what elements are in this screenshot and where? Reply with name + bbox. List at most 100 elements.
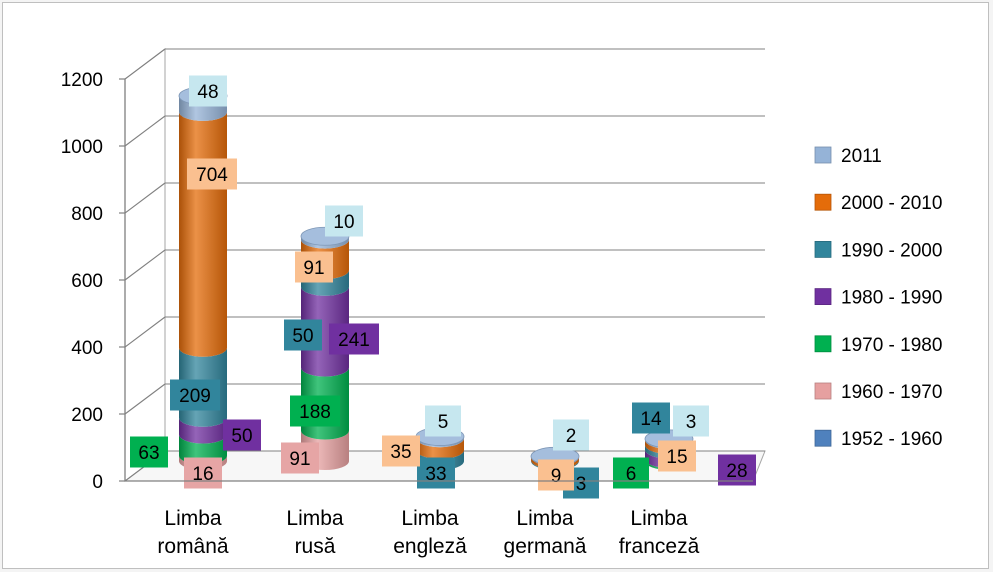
data-label-2011: 2 — [553, 419, 589, 451]
data-label-2011: 5 — [425, 405, 461, 437]
data-label-2000-2010: 91 — [295, 251, 333, 283]
legend-swatch — [814, 382, 832, 400]
x-tick-label-line: Limba — [286, 507, 344, 530]
bar-segment-1980-1990 — [179, 417, 227, 444]
data-label-text: 6 — [626, 464, 637, 485]
data-label-1970-1980: 6 — [613, 457, 649, 489]
legend-swatch — [814, 288, 832, 306]
gridline-diagonal — [124, 383, 166, 415]
data-label-1980-1990: 50 — [223, 419, 261, 451]
data-label-box — [325, 205, 363, 237]
data-label-box — [613, 457, 649, 489]
data-label-box — [295, 251, 333, 283]
legend-swatch — [814, 193, 832, 211]
legend-item-1980-1990: 1980 - 1990 — [814, 288, 942, 309]
data-label-1990-2000: 209 — [170, 379, 220, 411]
legend-label: 2011 — [841, 146, 882, 167]
data-label-2000-2010: 9 — [538, 459, 574, 491]
stacked-cylinder-chart: 0 200 400 600 800 1000 1200 16 91 63 188 6 50 241 28 2… — [61, 48, 942, 558]
legend-item-1990-2000: 1990 - 2000 — [814, 240, 942, 261]
x-tick-label: Limba rusă — [286, 507, 344, 558]
x-axis: Limba română Limba rusă Limba engleză Limba ger… — [125, 480, 753, 558]
data-label-text: 3 — [576, 474, 587, 495]
y-tick-label: 0 — [92, 472, 103, 493]
legend-label: 1980 - 1990 — [841, 288, 942, 309]
data-label-text: 704 — [196, 165, 228, 186]
gridline-diagonal — [124, 182, 166, 214]
data-label-box — [284, 319, 322, 351]
data-label-box — [382, 435, 420, 467]
x-tick-label-line: Limba — [401, 507, 459, 530]
data-label-box — [130, 436, 168, 468]
data-label-text: 209 — [179, 386, 211, 407]
data-label-box — [538, 459, 574, 491]
bar-segment-2000-2010 — [179, 111, 227, 357]
data-label-text: 50 — [231, 426, 252, 447]
legend-swatch — [814, 335, 832, 353]
data-label-text: 15 — [666, 447, 687, 468]
x-tick-label-line: Limba — [630, 507, 688, 530]
legend-label: 1970 - 1980 — [841, 335, 942, 356]
data-label-text: 3 — [686, 412, 697, 433]
data-label-1970-1980: 63 — [130, 436, 168, 468]
data-label-2000-2010: 704 — [187, 158, 237, 190]
data-label-1980-1990: 28 — [718, 454, 756, 486]
data-label-text: 35 — [390, 442, 411, 463]
data-label-text: 2 — [566, 426, 577, 447]
y-tick-label: 1200 — [61, 70, 103, 91]
x-tick-label-line: Limba — [164, 507, 222, 530]
data-label-box — [632, 402, 670, 434]
legend-label: 1960 - 1970 — [841, 382, 942, 403]
data-label-text: 9 — [551, 466, 562, 487]
data-label-box — [658, 440, 696, 472]
bar-stack-limba-rom-n — [178, 86, 228, 470]
data-label-box — [184, 457, 222, 489]
data-label-text: 5 — [438, 412, 449, 433]
y-tick-label: 800 — [71, 204, 103, 225]
data-label-text: 28 — [726, 461, 747, 482]
legend-label: 2000 - 2010 — [841, 193, 942, 214]
legend-swatch — [814, 146, 832, 164]
bar-segment-2011 — [301, 236, 349, 249]
data-label-text: 48 — [197, 82, 218, 103]
data-label-box — [417, 457, 455, 489]
data-label-1990-2000: 50 — [284, 319, 322, 351]
data-label-box — [187, 158, 237, 190]
data-label-box — [170, 379, 220, 411]
legend-item-2011: 2011 — [814, 146, 882, 167]
legend-item-1970-1980: 1970 - 1980 — [814, 335, 942, 356]
data-label-box — [553, 419, 589, 451]
gridline-diagonal — [124, 115, 166, 147]
data-label-box — [281, 442, 319, 474]
legend-swatch — [814, 240, 832, 258]
data-label-text: 241 — [338, 330, 370, 351]
data-label-text: 10 — [333, 212, 354, 233]
data-label-text: 14 — [640, 409, 662, 430]
x-tick-label: Limba engleză — [393, 507, 467, 558]
data-label-box — [329, 323, 379, 355]
bar-segment-1990-2000 — [301, 270, 349, 296]
gridline-diagonal — [124, 316, 166, 348]
x-tick-label: Limba română — [157, 507, 229, 558]
x-tick-label-line: română — [157, 535, 229, 558]
data-label-2000-2010: 35 — [382, 435, 420, 467]
data-label-text: 63 — [138, 443, 159, 464]
x-tick-label-line: franceză — [619, 535, 700, 558]
y-tick-label: 600 — [71, 271, 103, 292]
gridlines — [124, 48, 765, 482]
legend-item-1952-1960: 1952 - 1960 — [814, 429, 942, 450]
y-tick-label: 400 — [71, 338, 103, 359]
data-label-text: 16 — [192, 464, 213, 485]
data-label-box — [290, 395, 340, 427]
bar-segment-2000-2010 — [416, 438, 464, 459]
data-label-box — [425, 405, 461, 437]
data-label-1990-2000: 33 — [417, 457, 455, 489]
x-tick-label-line: rusă — [295, 535, 336, 558]
bar-segment-1970-1980 — [179, 434, 227, 465]
x-tick-label-line: germană — [504, 535, 587, 558]
data-label-2011: 48 — [189, 75, 227, 107]
gridline-diagonal — [124, 249, 166, 281]
legend-label: 1952 - 1960 — [841, 429, 942, 450]
gridline-diagonal — [124, 48, 166, 80]
